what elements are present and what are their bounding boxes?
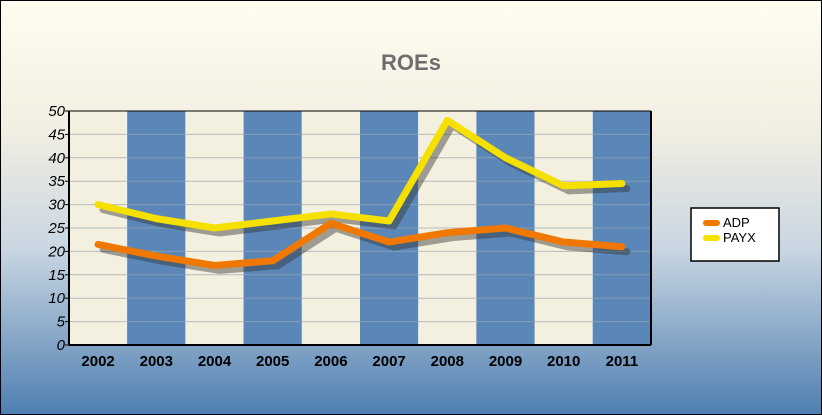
- adp-point-2003: [155, 255, 157, 257]
- y-tick-label-5: 5: [57, 314, 66, 331]
- y-tick-label-40: 40: [48, 150, 65, 167]
- adp-point-2004: [214, 264, 215, 266]
- legend-label-adp: ADP: [723, 215, 750, 230]
- payx-point-2009: [505, 157, 506, 159]
- legend-box: [690, 207, 780, 262]
- y-tick-label-30: 30: [48, 197, 65, 214]
- payx-point-2005: [272, 220, 274, 222]
- payx-point-2007: [388, 220, 390, 222]
- chart-title: ROEs: [381, 50, 441, 75]
- adp-point-2009: [505, 227, 506, 229]
- y-tick-label-10: 10: [48, 290, 65, 307]
- adp-point-2007: [388, 241, 390, 243]
- x-axis-ticks: 2002 2003 2004 2005 2006 2007 2008 2009 2010 2011: [81, 353, 638, 370]
- y-tick-label-15: 15: [48, 267, 65, 284]
- payx-line: [94, 116, 626, 232]
- adp-point-2006: [330, 222, 332, 224]
- x-tick-label-2009: 2009: [489, 353, 522, 370]
- y-tick-label-35: 35: [48, 173, 65, 190]
- adp-point-2011: [621, 246, 623, 248]
- y-tick-label-45: 45: [48, 126, 65, 143]
- x-tick-label-2008: 2008: [431, 353, 464, 370]
- adp-point-2005: [272, 260, 274, 262]
- payx-point-2003: [155, 218, 157, 220]
- series-lines: [94, 116, 626, 269]
- adp-line: [94, 219, 626, 269]
- adp-point-2002: [97, 243, 99, 245]
- y-tick-label-0: 0: [57, 337, 66, 354]
- x-tick-label-2005: 2005: [256, 353, 289, 370]
- adp-point-2010: [563, 241, 565, 243]
- payx-point-2006: [330, 213, 332, 215]
- x-tick-label-2010: 2010: [547, 353, 580, 370]
- x-tick-label-2002: 2002: [81, 353, 114, 370]
- y-tick-label-25: 25: [47, 220, 65, 237]
- payx-point-2004: [214, 227, 215, 229]
- x-tick-label-2007: 2007: [372, 353, 405, 370]
- y-axis-ticks: 0 5 10 15 20 25 30 35 40 45 50: [47, 103, 69, 354]
- y-tick-label-50: 50: [48, 103, 65, 120]
- payx-point-2010: [563, 185, 565, 187]
- y-tick-label-20: 20: [47, 243, 65, 260]
- payx-point-2011: [621, 183, 623, 185]
- x-tick-label-2006: 2006: [314, 353, 347, 370]
- payx-point-2008: [446, 119, 448, 121]
- legend-label-payx: PAYX: [723, 230, 756, 245]
- x-tick-label-2011: 2011: [606, 353, 639, 370]
- x-tick-label-2004: 2004: [198, 353, 232, 370]
- adp-point-2008: [446, 232, 448, 234]
- x-tick-label-2003: 2003: [140, 353, 173, 370]
- payx-point-2002: [97, 204, 99, 206]
